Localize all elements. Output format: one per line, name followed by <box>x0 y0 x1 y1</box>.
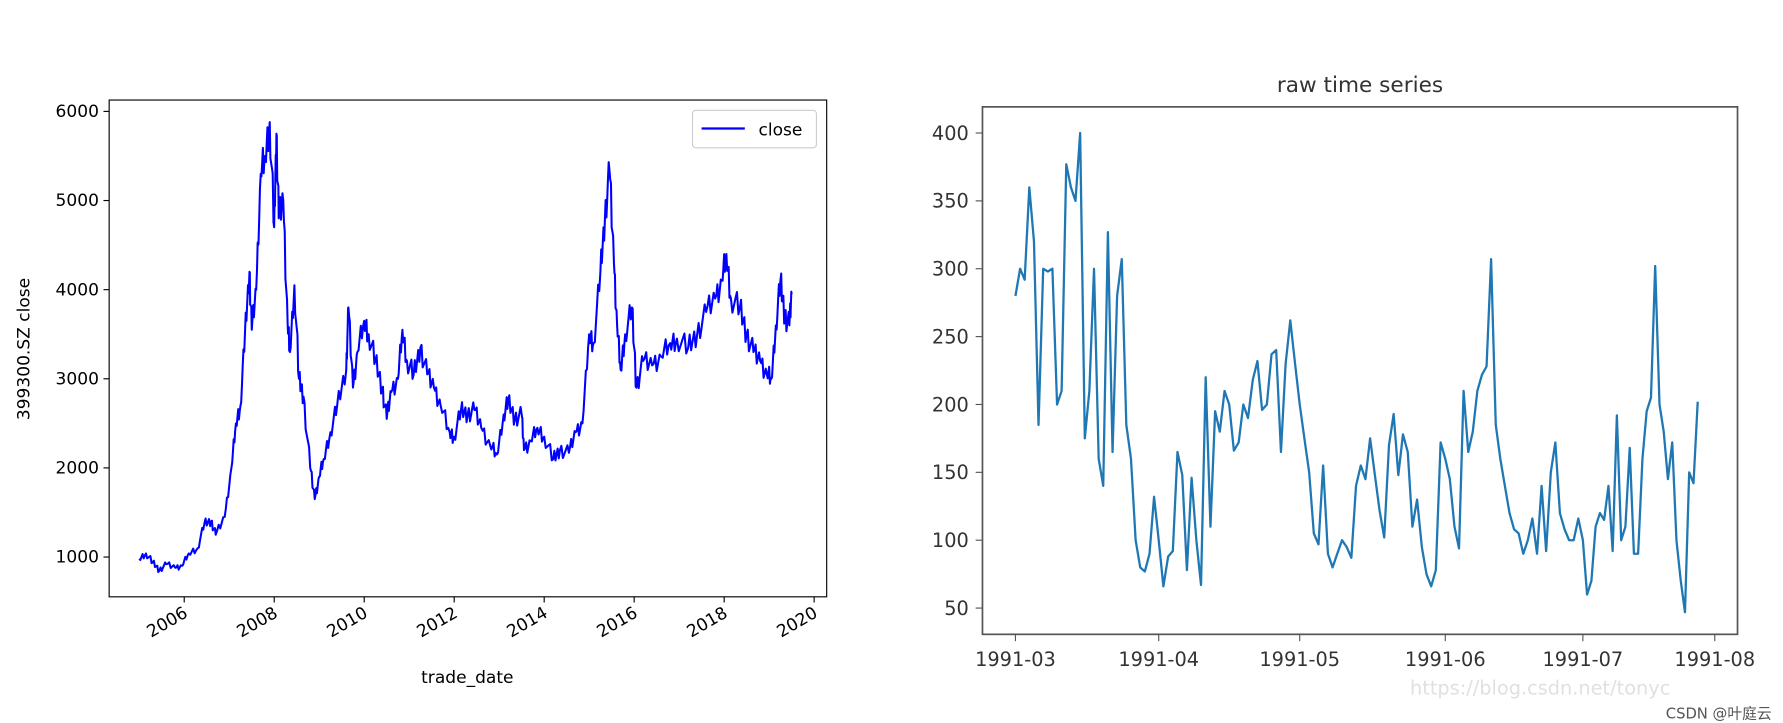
x-tick-label: 1991-07 <box>1543 648 1624 671</box>
y-tick-label: 50 <box>944 597 969 620</box>
right-chart-title: raw time series <box>1277 73 1443 98</box>
y-tick-label: 4000 <box>56 280 99 300</box>
left-x-axis-label: trade_date <box>421 668 513 688</box>
x-tick-label: 2016 <box>594 603 642 642</box>
left-chart: 1000 2000 3000 4000 5000 6000 2006 2008 2010 201… <box>15 99 828 688</box>
x-tick-label: 1991-05 <box>1259 648 1340 671</box>
x-tick-label: 2020 <box>774 603 822 642</box>
series-line-close <box>138 121 793 574</box>
left-axes-frame <box>108 99 828 598</box>
y-tick-label: 300 <box>932 258 969 281</box>
left-y-axis-label: 399300.SZ close <box>15 278 35 420</box>
y-tick-label: 250 <box>932 325 969 348</box>
credit-label: CSDN @叶庭云 <box>1666 705 1772 722</box>
y-tick-label: 3000 <box>56 369 99 389</box>
y-tick-label: 100 <box>932 529 969 552</box>
y-tick-label: 2000 <box>56 459 99 479</box>
x-tick-label: 1991-06 <box>1405 648 1486 671</box>
x-tick-label: 1991-03 <box>975 648 1056 671</box>
y-tick-label: 1000 <box>56 548 99 568</box>
y-tick-label: 5000 <box>56 191 99 211</box>
x-tick-label: 2014 <box>504 603 552 642</box>
left-y-axis: 1000 2000 3000 4000 5000 6000 <box>56 102 110 568</box>
watermark-url: https://blog.csdn.net/tonyc <box>1410 677 1670 700</box>
y-tick-label: 150 <box>932 461 969 484</box>
y-tick-label: 200 <box>932 393 969 416</box>
y-tick-label: 6000 <box>56 102 99 122</box>
x-tick-label: 2012 <box>414 603 462 642</box>
series-line-raw <box>1014 131 1699 614</box>
x-tick-label: 2008 <box>234 603 282 642</box>
left-x-axis: 2006 2008 2010 2012 2014 2016 2018 2020 <box>144 596 822 642</box>
legend: close <box>691 109 818 149</box>
x-tick-label: 2010 <box>324 603 372 642</box>
x-tick-label: 1991-08 <box>1674 648 1755 671</box>
y-tick-label: 400 <box>932 122 969 145</box>
x-tick-label: 1991-04 <box>1118 648 1199 671</box>
right-y-axis: 50 100 150 200 250 300 350 400 <box>932 122 983 620</box>
legend-label-close: close <box>758 120 802 140</box>
x-tick-label: 2018 <box>684 603 732 642</box>
right-x-axis: 1991-03 1991-04 1991-05 1991-06 1991-07 1991-… <box>975 634 1755 671</box>
right-chart: raw time series 50100150200250300350400 … <box>932 73 1755 671</box>
legend-frame <box>691 109 818 149</box>
x-tick-label: 2006 <box>144 603 192 642</box>
y-tick-label: 350 <box>932 190 969 213</box>
